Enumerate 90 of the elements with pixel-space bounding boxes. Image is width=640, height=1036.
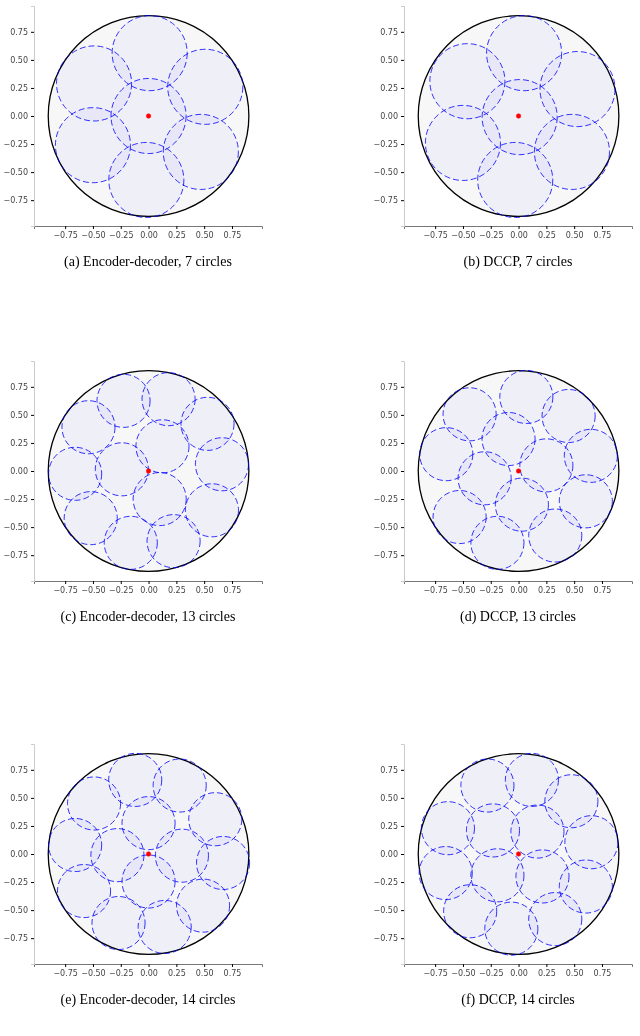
y-tick-label: −0.50 bbox=[373, 168, 398, 178]
x-tick-label: −0.50 bbox=[451, 230, 476, 240]
y-tick-label: 0.50 bbox=[10, 55, 28, 65]
x-tick-label: 0.25 bbox=[167, 585, 186, 595]
x-tick-label: −0.50 bbox=[451, 968, 476, 978]
x-tick-label: 0.00 bbox=[510, 968, 528, 978]
y-tick-label: 0.50 bbox=[380, 410, 398, 420]
x-tick-label: −0.75 bbox=[423, 968, 448, 978]
x-tick-label: 0.75 bbox=[593, 230, 612, 240]
x-tick-label: 0.25 bbox=[537, 230, 556, 240]
y-tick-label: 0.25 bbox=[380, 84, 398, 93]
y-tick-label: −0.75 bbox=[3, 934, 28, 944]
x-tick-label: 0.75 bbox=[223, 585, 242, 595]
y-tick-label: 0.25 bbox=[380, 439, 398, 448]
y-tick-label: 0.50 bbox=[10, 410, 28, 420]
y-tick-label: −0.75 bbox=[373, 551, 398, 561]
x-tick-label: 0.25 bbox=[167, 230, 186, 240]
y-tick-label: 0.75 bbox=[380, 382, 398, 392]
y-tick-label: 0.00 bbox=[10, 467, 28, 477]
y-tick-label: 0.25 bbox=[10, 439, 28, 448]
y-tick-label: −0.25 bbox=[373, 140, 398, 150]
x-tick-label: 0.00 bbox=[140, 230, 158, 240]
x-tick-label: 0.00 bbox=[140, 968, 158, 978]
y-tick-label: 0.25 bbox=[10, 822, 28, 831]
x-tick-label: −0.25 bbox=[108, 968, 134, 978]
y-tick-label: 0.75 bbox=[10, 382, 28, 392]
x-tick-label: −0.25 bbox=[108, 585, 134, 595]
y-tick-label: 0.75 bbox=[10, 765, 28, 775]
x-tick-label: 0.50 bbox=[565, 968, 584, 978]
x-tick-label: 0.00 bbox=[510, 230, 528, 240]
x-tick-label: 0.50 bbox=[565, 585, 584, 595]
y-tick-label: 0.00 bbox=[10, 112, 28, 122]
y-tick-label: 0.50 bbox=[380, 793, 398, 803]
x-tick-label: −0.75 bbox=[423, 230, 448, 240]
x-tick-label: −0.75 bbox=[423, 585, 448, 595]
y-tick-label: 0.75 bbox=[10, 27, 28, 37]
x-tick-label: 0.50 bbox=[195, 585, 214, 595]
x-tick-label: −0.50 bbox=[451, 585, 476, 595]
y-tick-label: 0.25 bbox=[10, 84, 28, 93]
x-tick-label: 0.25 bbox=[167, 968, 186, 978]
y-tick-label: 0.00 bbox=[380, 850, 398, 860]
x-tick-label: 0.00 bbox=[140, 585, 158, 595]
y-tick-label: 0.00 bbox=[380, 112, 398, 122]
text: (a) Encoder-decoder, 7 circles bbox=[64, 254, 232, 270]
x-tick-label: −0.50 bbox=[81, 968, 106, 978]
x-tick-label: −0.25 bbox=[478, 230, 504, 240]
y-tick-label: −0.75 bbox=[373, 934, 398, 944]
text: (e) Encoder-decoder, 14 circles bbox=[60, 992, 236, 1008]
y-tick-label: −0.50 bbox=[373, 523, 398, 533]
y-tick-label: 0.75 bbox=[380, 765, 398, 775]
x-tick-label: −0.25 bbox=[478, 585, 504, 595]
y-tick-label: −0.25 bbox=[3, 878, 28, 888]
text: (b) DCCP, 7 circles bbox=[463, 254, 573, 270]
x-tick-label: 0.50 bbox=[195, 230, 214, 240]
x-tick-label: −0.50 bbox=[81, 230, 106, 240]
y-tick-label: 0.00 bbox=[380, 467, 398, 477]
y-tick-label: −0.25 bbox=[373, 878, 398, 888]
y-tick-label: −0.75 bbox=[3, 551, 28, 561]
y-tick-label: 0.50 bbox=[380, 55, 398, 65]
x-tick-label: 0.25 bbox=[537, 585, 556, 595]
y-tick-label: −0.50 bbox=[3, 168, 28, 178]
x-tick-label: 0.00 bbox=[510, 585, 528, 595]
y-tick-label: −0.75 bbox=[3, 196, 28, 206]
y-tick-label: −0.25 bbox=[373, 495, 398, 505]
text: (d) DCCP, 13 circles bbox=[460, 609, 576, 625]
x-tick-label: −0.50 bbox=[81, 585, 106, 595]
y-tick-label: −0.50 bbox=[3, 906, 28, 916]
y-tick-label: −0.50 bbox=[3, 523, 28, 533]
y-tick-label: 0.50 bbox=[10, 793, 28, 803]
x-tick-label: −0.25 bbox=[478, 968, 504, 978]
y-tick-label: −0.25 bbox=[3, 495, 28, 505]
x-tick-label: 0.75 bbox=[593, 585, 612, 595]
y-tick-label: −0.75 bbox=[373, 196, 398, 206]
x-tick-label: 0.75 bbox=[593, 968, 612, 978]
x-tick-label: 0.25 bbox=[537, 968, 556, 978]
x-tick-label: −0.25 bbox=[108, 230, 134, 240]
x-tick-label: 0.50 bbox=[195, 968, 214, 978]
text: (c) Encoder-decoder, 13 circles bbox=[60, 609, 236, 625]
x-tick-label: 0.75 bbox=[223, 968, 242, 978]
y-tick-label: 0.75 bbox=[380, 27, 398, 37]
y-tick-label: −0.50 bbox=[373, 906, 398, 916]
x-tick-label: 0.75 bbox=[223, 230, 242, 240]
x-tick-label: 0.50 bbox=[565, 230, 584, 240]
x-tick-label: −0.75 bbox=[53, 968, 78, 978]
x-tick-label: −0.75 bbox=[53, 230, 78, 240]
y-tick-label: −0.25 bbox=[3, 140, 28, 150]
y-tick-label: 0.00 bbox=[10, 850, 28, 860]
y-tick-label: 0.25 bbox=[380, 822, 398, 831]
x-tick-label: −0.75 bbox=[53, 585, 78, 595]
text: (f) DCCP, 14 circles bbox=[461, 992, 575, 1008]
